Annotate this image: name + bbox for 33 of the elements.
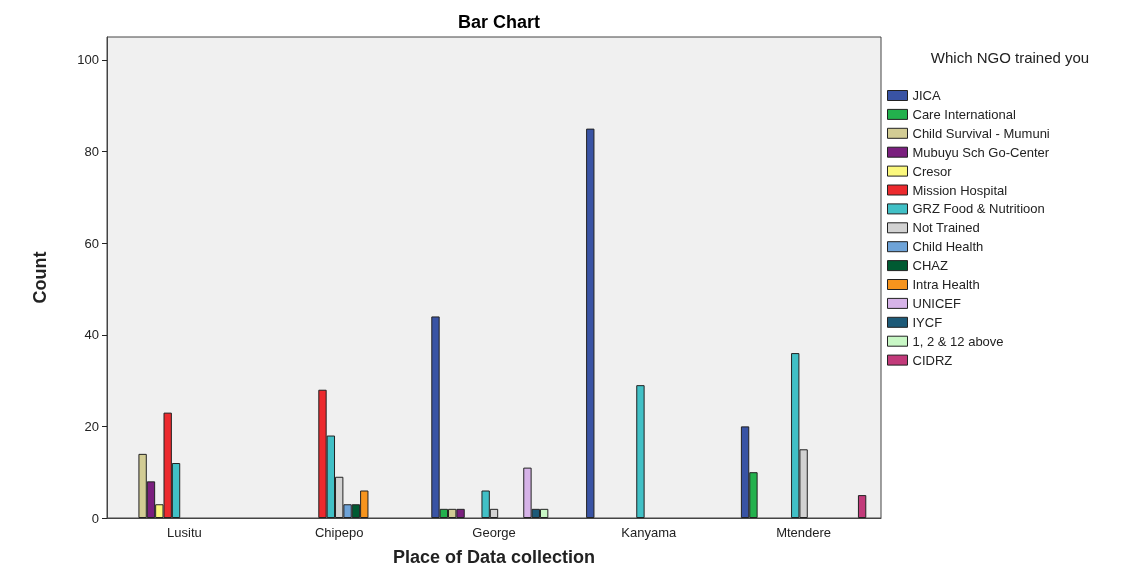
y-tick-label: 20 xyxy=(84,418,99,434)
y-tick-label: 80 xyxy=(84,144,99,160)
bar xyxy=(586,128,595,518)
legend-label: JICA xyxy=(912,88,941,103)
x-tick-label: George xyxy=(472,525,516,540)
x-axis-title: Place of Data collection xyxy=(392,547,596,567)
bar xyxy=(636,385,645,518)
x-tick-label: Kanyama xyxy=(621,525,678,540)
legend-label: UNICEF xyxy=(912,295,961,311)
chart-title: Bar Chart xyxy=(457,12,541,32)
y-tick-label: 60 xyxy=(84,235,99,251)
legend-label: Child Health xyxy=(912,239,984,255)
y-tick-label: 100 xyxy=(77,52,99,68)
legend-title: Which NGO trained you xyxy=(930,49,1090,66)
x-tick-label: Lusitu xyxy=(167,525,202,540)
legend-label: GRZ Food & Nutritioon xyxy=(912,201,1045,217)
x-tick-label: Mtendere xyxy=(776,525,832,540)
legend-label: Intra Health xyxy=(912,277,980,292)
bar xyxy=(857,495,867,518)
y-axis-title: Count xyxy=(30,251,50,304)
x-tick-label: Chipepo xyxy=(314,525,364,540)
legend-label: Mission Hospital xyxy=(912,182,1008,198)
legend-label: Mubuyu Sch Go-Center xyxy=(912,144,1050,160)
legend-label: Not Trained xyxy=(912,220,980,236)
legend-label: Care International xyxy=(912,106,1016,122)
y-tick-label: 0 xyxy=(91,510,99,526)
legend-label: IYCF xyxy=(912,314,943,330)
legend-label: 1, 2 & 12 above xyxy=(912,333,1004,349)
legend-label: Cresor xyxy=(912,163,953,179)
legend-label: CIDRZ xyxy=(912,352,953,368)
legend-label: CHAZ xyxy=(912,258,948,274)
legend-label: Child Survival - Mumuni xyxy=(912,125,1050,141)
y-tick-label: 40 xyxy=(84,327,99,343)
